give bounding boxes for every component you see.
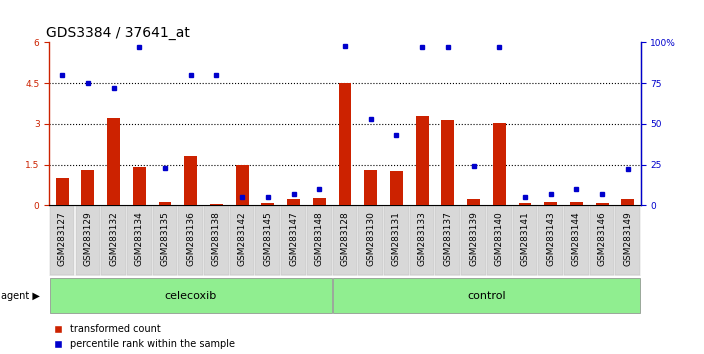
Bar bbox=[107, 119, 120, 205]
Bar bbox=[622, 199, 634, 205]
FancyBboxPatch shape bbox=[410, 206, 434, 275]
Bar bbox=[493, 122, 505, 205]
FancyBboxPatch shape bbox=[127, 206, 151, 275]
FancyBboxPatch shape bbox=[153, 206, 177, 275]
FancyBboxPatch shape bbox=[50, 278, 332, 313]
Legend: transformed count, percentile rank within the sample: transformed count, percentile rank withi… bbox=[54, 324, 234, 349]
Text: GSM283132: GSM283132 bbox=[109, 211, 118, 266]
Text: GSM283130: GSM283130 bbox=[366, 211, 375, 266]
Text: GSM283128: GSM283128 bbox=[341, 211, 349, 266]
Text: GSM283136: GSM283136 bbox=[186, 211, 195, 266]
Text: GSM283140: GSM283140 bbox=[495, 211, 504, 266]
Bar bbox=[210, 204, 223, 205]
FancyBboxPatch shape bbox=[307, 206, 332, 275]
Bar bbox=[364, 170, 377, 205]
FancyBboxPatch shape bbox=[50, 206, 75, 275]
FancyBboxPatch shape bbox=[513, 206, 537, 275]
Bar bbox=[544, 202, 557, 205]
Bar bbox=[339, 83, 351, 205]
Bar bbox=[236, 165, 249, 205]
Text: GSM283144: GSM283144 bbox=[572, 211, 581, 266]
Text: GSM283134: GSM283134 bbox=[134, 211, 144, 266]
FancyBboxPatch shape bbox=[75, 206, 100, 275]
Text: GSM283141: GSM283141 bbox=[520, 211, 529, 266]
Text: GSM283147: GSM283147 bbox=[289, 211, 298, 266]
Bar bbox=[313, 198, 326, 205]
Text: GSM283133: GSM283133 bbox=[417, 211, 427, 266]
Text: GSM283138: GSM283138 bbox=[212, 211, 221, 266]
Bar bbox=[467, 199, 480, 205]
FancyBboxPatch shape bbox=[204, 206, 229, 275]
Text: GSM283148: GSM283148 bbox=[315, 211, 324, 266]
Text: GSM283135: GSM283135 bbox=[161, 211, 170, 266]
FancyBboxPatch shape bbox=[256, 206, 280, 275]
Bar bbox=[570, 202, 583, 205]
Bar bbox=[390, 171, 403, 205]
Text: GDS3384 / 37641_at: GDS3384 / 37641_at bbox=[46, 26, 190, 40]
FancyBboxPatch shape bbox=[590, 206, 615, 275]
FancyBboxPatch shape bbox=[564, 206, 589, 275]
Text: GSM283145: GSM283145 bbox=[263, 211, 272, 266]
Bar bbox=[56, 178, 68, 205]
FancyBboxPatch shape bbox=[281, 206, 306, 275]
Text: GSM283127: GSM283127 bbox=[58, 211, 67, 266]
FancyBboxPatch shape bbox=[461, 206, 486, 275]
Bar bbox=[519, 203, 532, 205]
FancyBboxPatch shape bbox=[358, 206, 383, 275]
Bar bbox=[133, 167, 146, 205]
FancyBboxPatch shape bbox=[230, 206, 254, 275]
FancyBboxPatch shape bbox=[436, 206, 460, 275]
FancyBboxPatch shape bbox=[384, 206, 409, 275]
FancyBboxPatch shape bbox=[332, 206, 358, 275]
Text: control: control bbox=[467, 291, 505, 301]
Bar bbox=[184, 156, 197, 205]
Text: GSM283139: GSM283139 bbox=[469, 211, 478, 266]
Bar bbox=[441, 120, 454, 205]
Text: agent ▶: agent ▶ bbox=[1, 291, 40, 301]
Bar bbox=[287, 199, 300, 205]
FancyBboxPatch shape bbox=[332, 278, 640, 313]
Text: GSM283146: GSM283146 bbox=[598, 211, 607, 266]
Bar bbox=[596, 203, 608, 205]
Text: GSM283131: GSM283131 bbox=[392, 211, 401, 266]
Text: GSM283143: GSM283143 bbox=[546, 211, 555, 266]
Bar bbox=[158, 202, 171, 205]
Text: GSM283137: GSM283137 bbox=[444, 211, 452, 266]
Text: GSM283149: GSM283149 bbox=[623, 211, 632, 266]
FancyBboxPatch shape bbox=[178, 206, 203, 275]
Text: celecoxib: celecoxib bbox=[165, 291, 217, 301]
Text: GSM283142: GSM283142 bbox=[238, 211, 246, 266]
Bar bbox=[261, 203, 275, 205]
Bar bbox=[415, 116, 429, 205]
Text: GSM283129: GSM283129 bbox=[83, 211, 92, 266]
FancyBboxPatch shape bbox=[539, 206, 563, 275]
Bar bbox=[82, 170, 94, 205]
FancyBboxPatch shape bbox=[101, 206, 126, 275]
FancyBboxPatch shape bbox=[615, 206, 640, 275]
FancyBboxPatch shape bbox=[487, 206, 512, 275]
